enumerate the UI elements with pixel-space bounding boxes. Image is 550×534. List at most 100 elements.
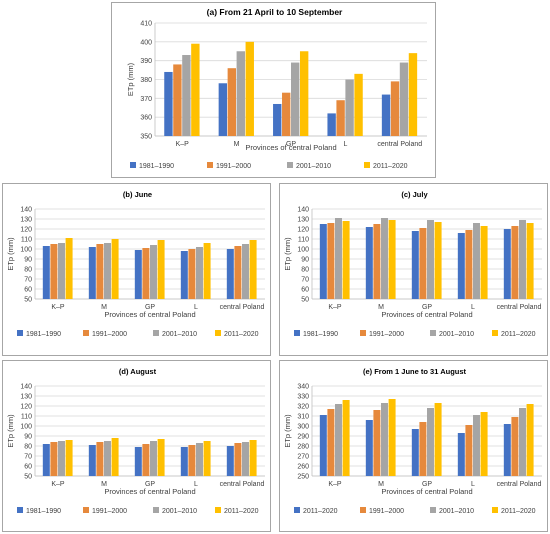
- legend-label: 1981–1990: [139, 163, 174, 170]
- x-tick-label: GP: [286, 141, 296, 148]
- y-tick-label: 100: [20, 247, 32, 254]
- y-tick-label: 370: [140, 96, 152, 103]
- bar: [42, 444, 50, 476]
- chart-svg-c: (c) July 50 60 70 80 90 100 110 120 130 140 K–P M GP L…: [283, 190, 542, 338]
- y-tick-label: 60: [24, 464, 32, 471]
- x-tick-label: M: [378, 481, 384, 488]
- bar: [335, 404, 342, 476]
- legend-label: 1991–2000: [216, 163, 251, 170]
- y-tick-label: 80: [24, 267, 32, 274]
- bar: [411, 231, 419, 299]
- y-axis-label: ETp (mm): [6, 237, 15, 271]
- y-tick-label: 70: [301, 277, 309, 284]
- chart-panel-e: (e) From 1 June to 31 August 250 260 270 280…: [279, 360, 548, 532]
- y-tick-label: 70: [24, 454, 32, 461]
- y-tick-label: 390: [140, 58, 152, 65]
- bar: [203, 441, 211, 476]
- x-tick-label: M: [378, 304, 384, 311]
- y-tick-label: 70: [24, 277, 32, 284]
- legend-swatch: [17, 330, 23, 336]
- legend-swatch: [215, 330, 221, 336]
- bar: [234, 246, 242, 299]
- chart-title: (c) July: [401, 190, 428, 199]
- bar: [134, 447, 142, 476]
- x-axis-label: Provinces of central Poland: [245, 143, 336, 152]
- bar: [480, 226, 488, 299]
- bar: [134, 250, 142, 299]
- y-tick-label: 250: [297, 474, 309, 481]
- x-tick-label: central Poland: [497, 481, 542, 488]
- bar: [180, 447, 188, 476]
- legend-label: 1981–1990: [303, 331, 338, 338]
- bar: [157, 240, 165, 299]
- chart-title: (a) From 21 April to 10 September: [207, 7, 343, 17]
- bar: [226, 249, 234, 299]
- x-tick-label: M: [234, 141, 240, 148]
- y-tick-label: 100: [297, 247, 309, 254]
- y-tick-label: 130: [20, 394, 32, 401]
- y-tick-label: 140: [20, 207, 32, 214]
- legend-label: 2011–2020: [303, 508, 338, 515]
- chart-svg-b: (b) June 50 60 70 80 90 100 110 120 130 140 K–P M GP L…: [6, 190, 265, 338]
- bar: [526, 223, 534, 299]
- x-tick-label: central Poland: [377, 141, 422, 148]
- bar: [480, 412, 488, 476]
- bar: [150, 441, 157, 476]
- bar: [142, 444, 150, 476]
- y-tick-label: 50: [24, 474, 32, 481]
- legend-swatch: [492, 330, 498, 336]
- x-tick-label: L: [194, 481, 198, 488]
- bar: [388, 220, 396, 299]
- y-tick-label: 140: [20, 384, 32, 391]
- bar: [58, 243, 65, 299]
- bar: [511, 226, 519, 299]
- x-tick-label: central Poland: [220, 481, 265, 488]
- bar: [111, 438, 119, 476]
- bar: [104, 441, 111, 476]
- x-tick-label: L: [471, 304, 475, 311]
- chart-svg-e: (e) From 1 June to 31 August 250 260 270 280…: [283, 367, 542, 515]
- x-tick-label: K–P: [51, 304, 65, 311]
- bar: [203, 243, 211, 299]
- bar: [419, 228, 427, 299]
- bar: [282, 92, 291, 136]
- legend-label: 2001–2010: [296, 163, 331, 170]
- legend-swatch: [360, 330, 366, 336]
- y-tick-label: 300: [297, 424, 309, 431]
- x-tick-label: GP: [145, 304, 155, 311]
- bar: [335, 218, 342, 299]
- bar: [245, 41, 254, 137]
- y-axis-label: ETp (mm): [6, 414, 15, 448]
- x-tick-label: L: [343, 141, 347, 148]
- x-tick-label: GP: [145, 481, 155, 488]
- bar: [503, 424, 511, 476]
- bar: [164, 71, 173, 136]
- legend-label: 1991–2000: [92, 508, 127, 515]
- bar: [273, 103, 282, 136]
- x-tick-label: central Poland: [497, 304, 542, 311]
- legend-swatch: [430, 507, 436, 513]
- y-tick-label: 380: [140, 77, 152, 84]
- bar: [526, 404, 534, 476]
- y-tick-label: 100: [20, 424, 32, 431]
- y-tick-label: 260: [297, 464, 309, 471]
- bar: [342, 221, 350, 299]
- bar: [96, 442, 104, 476]
- y-axis-label: ETp (mm): [283, 414, 292, 448]
- y-tick-label: 60: [301, 287, 309, 294]
- bar: [399, 62, 409, 136]
- chart-panel-a: (a) From 21 April to 10 September 350 360 3…: [111, 2, 436, 178]
- y-axis-label: ETp (mm): [283, 237, 292, 271]
- bar: [519, 220, 526, 299]
- bar: [365, 420, 373, 476]
- bar: [465, 425, 473, 476]
- y-tick-label: 110: [21, 414, 32, 421]
- chart-panel-b: (b) June 50 60 70 80 90 100 110 120 130 140 K–P M GP L…: [2, 183, 271, 356]
- y-tick-label: 130: [20, 217, 32, 224]
- bar: [373, 410, 381, 476]
- y-tick-label: 90: [24, 257, 32, 264]
- x-axis-label: Provinces of central Poland: [381, 487, 472, 496]
- chart-title: (b) June: [123, 190, 152, 199]
- bar: [381, 218, 388, 299]
- legend-label: 2011–2020: [224, 331, 259, 338]
